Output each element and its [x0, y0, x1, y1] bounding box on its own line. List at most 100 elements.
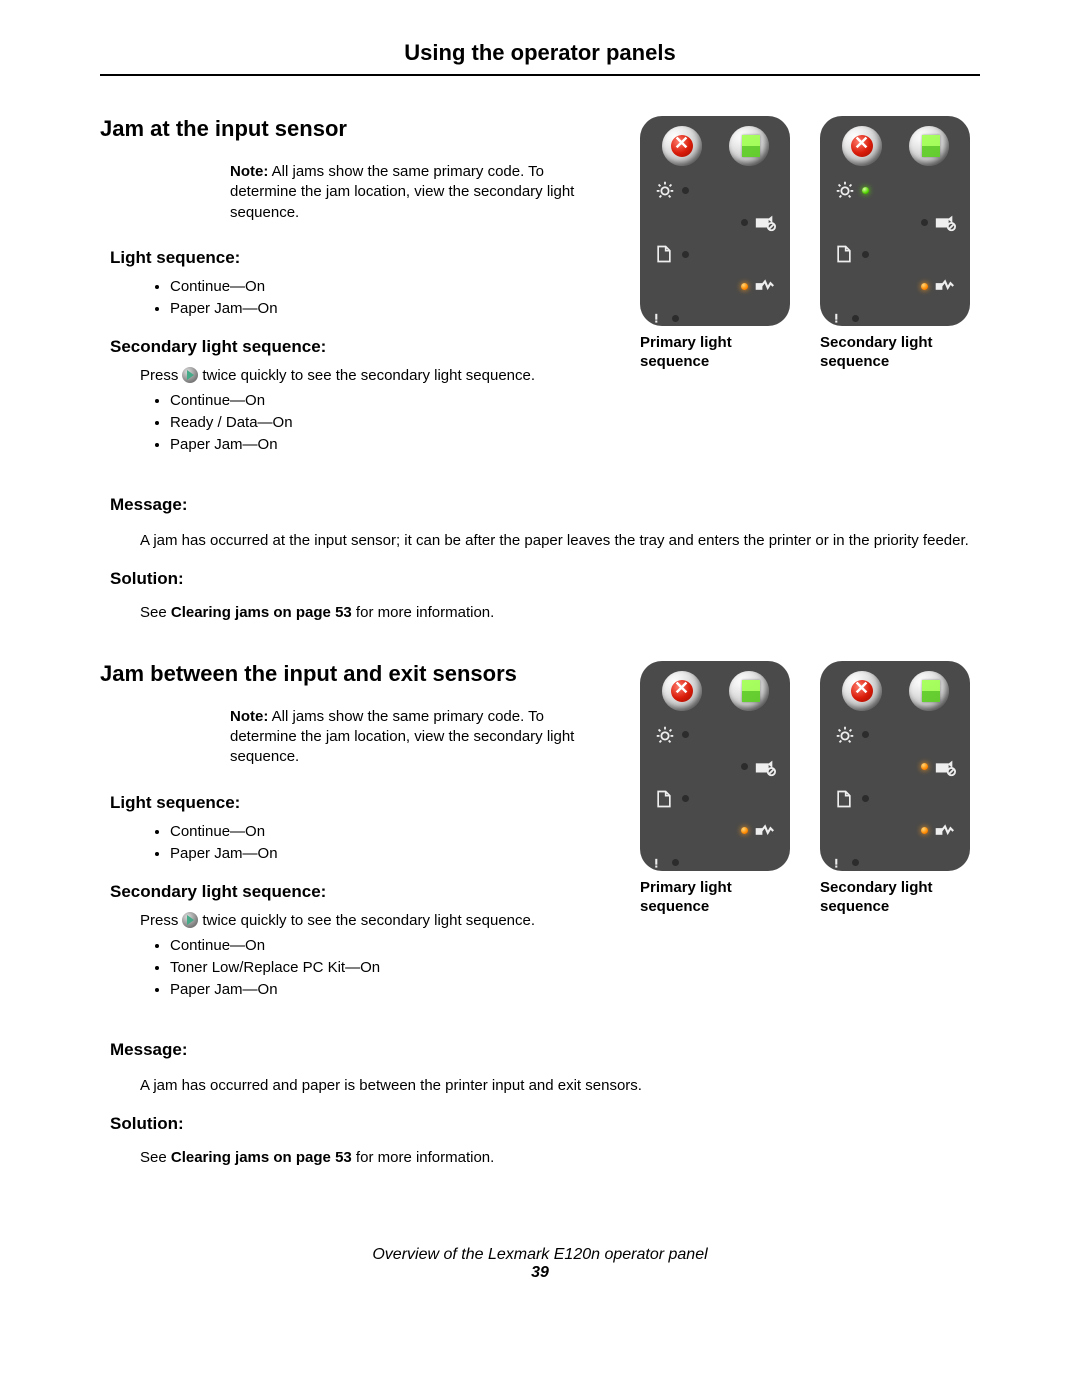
primary-panel — [640, 116, 790, 326]
jam-icon — [754, 820, 776, 842]
list-item: Ready / Data—On — [170, 412, 610, 433]
toner-led — [921, 219, 928, 226]
go-button-icon — [909, 126, 949, 166]
toner-led — [741, 763, 748, 770]
message-text: A jam has occurred at the input sensor; … — [140, 530, 980, 551]
press-instruction: Press twice quickly to see the secondary… — [140, 365, 610, 386]
solution-pre: See — [140, 604, 171, 621]
solution-post: for more information. — [352, 1149, 495, 1166]
secondary-panel — [820, 116, 970, 326]
section-jam-between: Jam between the input and exit sensors N… — [100, 661, 980, 1010]
list-item: Paper Jam—On — [170, 979, 610, 1000]
paper-icon — [654, 243, 676, 265]
section-jam-input: Jam at the input sensor Note: All jams s… — [100, 116, 980, 465]
press-pre: Press — [140, 910, 178, 931]
secondary-light-sequence-list: Continue—On Ready / Data—On Paper Jam—On — [170, 390, 610, 455]
jam-icon — [934, 820, 956, 842]
error-icon — [654, 307, 666, 329]
section-heading: Jam between the input and exit sensors — [100, 661, 610, 687]
press-post: twice quickly to see the secondary light… — [202, 910, 535, 931]
message-heading: Message: — [110, 1040, 980, 1060]
solution-link[interactable]: Clearing jams on page 53 — [171, 604, 352, 621]
error-icon — [834, 852, 846, 874]
cancel-button-icon — [662, 126, 702, 166]
go-button-icon — [729, 126, 769, 166]
jam-icon — [754, 275, 776, 297]
solution-text: See Clearing jams on page 53 for more in… — [140, 604, 980, 621]
note-label: Note: — [230, 163, 268, 180]
footer-page-number: 39 — [100, 1264, 980, 1282]
jam-led — [741, 283, 748, 290]
paper-icon — [654, 788, 676, 810]
note-text: All jams show the same primary code. To … — [230, 708, 574, 766]
jam-led — [921, 283, 928, 290]
secondary-light-sequence-heading: Secondary light sequence: — [110, 882, 610, 902]
solution-link[interactable]: Clearing jams on page 53 — [171, 1149, 352, 1166]
primary-panel-caption: Primary light sequence — [640, 879, 800, 917]
paper-led — [682, 795, 689, 802]
solution-text: See Clearing jams on page 53 for more in… — [140, 1149, 980, 1166]
solution-pre: See — [140, 1149, 171, 1166]
list-item: Continue—On — [170, 276, 610, 297]
press-instruction: Press twice quickly to see the secondary… — [140, 910, 610, 931]
list-item: Paper Jam—On — [170, 298, 610, 319]
solution-heading: Solution: — [110, 569, 980, 589]
go-button-icon — [729, 671, 769, 711]
error-led — [852, 859, 859, 866]
note-label: Note: — [230, 708, 268, 725]
toner-icon — [934, 211, 956, 233]
primary-panel — [640, 661, 790, 871]
error-led — [852, 315, 859, 322]
light-sequence-heading: Light sequence: — [110, 248, 610, 268]
note: Note: All jams show the same primary cod… — [230, 162, 610, 223]
solution-heading: Solution: — [110, 1114, 980, 1134]
ready-led — [682, 731, 689, 738]
footer-line: Overview of the Lexmark E120n operator p… — [100, 1246, 980, 1264]
list-item: Continue—On — [170, 821, 610, 842]
jam-icon — [934, 275, 956, 297]
secondary-light-sequence-list: Continue—On Toner Low/Replace PC Kit—On … — [170, 935, 610, 1000]
toner-led — [921, 763, 928, 770]
toner-icon — [934, 756, 956, 778]
list-item: Continue—On — [170, 935, 610, 956]
section-heading: Jam at the input sensor — [100, 116, 610, 142]
toner-led — [741, 219, 748, 226]
ready-icon — [654, 724, 676, 746]
jam-led — [741, 827, 748, 834]
press-post: twice quickly to see the secondary light… — [202, 365, 535, 386]
error-icon — [834, 307, 846, 329]
ready-icon — [834, 724, 856, 746]
secondary-panel-caption: Secondary light sequence — [820, 879, 980, 917]
toner-icon — [754, 211, 776, 233]
error-icon — [654, 852, 666, 874]
message-text: A jam has occurred and paper is between … — [140, 1075, 980, 1096]
list-item: Paper Jam—On — [170, 843, 610, 864]
page-title: Using the operator panels — [100, 40, 980, 76]
list-item: Toner Low/Replace PC Kit—On — [170, 957, 610, 978]
secondary-light-sequence-heading: Secondary light sequence: — [110, 337, 610, 357]
paper-icon — [834, 788, 856, 810]
go-button-icon — [182, 912, 198, 928]
ready-icon — [654, 179, 676, 201]
go-button-icon — [909, 671, 949, 711]
error-led — [672, 859, 679, 866]
secondary-panel-caption: Secondary light sequence — [820, 334, 980, 372]
solution-post: for more information. — [352, 604, 495, 621]
ready-led — [862, 731, 869, 738]
secondary-panel — [820, 661, 970, 871]
light-sequence-heading: Light sequence: — [110, 793, 610, 813]
ready-icon — [834, 179, 856, 201]
ready-led — [862, 187, 869, 194]
paper-led — [682, 251, 689, 258]
list-item: Continue—On — [170, 390, 610, 411]
cancel-button-icon — [842, 126, 882, 166]
primary-panel-caption: Primary light sequence — [640, 334, 800, 372]
note: Note: All jams show the same primary cod… — [230, 707, 610, 768]
paper-icon — [834, 243, 856, 265]
light-sequence-list: Continue—On Paper Jam—On — [170, 276, 610, 319]
list-item: Paper Jam—On — [170, 434, 610, 455]
cancel-button-icon — [842, 671, 882, 711]
message-heading: Message: — [110, 495, 980, 515]
paper-led — [862, 795, 869, 802]
press-pre: Press — [140, 365, 178, 386]
